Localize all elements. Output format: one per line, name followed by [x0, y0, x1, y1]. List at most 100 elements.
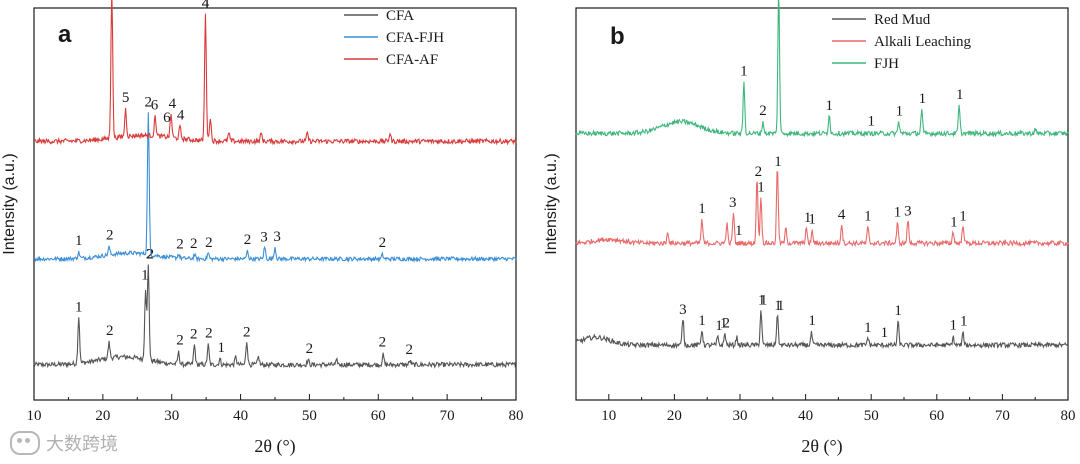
x-tick-label: 40	[798, 408, 813, 424]
peak-label: 1	[864, 208, 872, 224]
plot-frame	[575, 7, 1069, 401]
x-tick-label: 40	[233, 408, 248, 424]
peak-label: 2	[176, 333, 184, 349]
peak-label: 2	[145, 94, 153, 110]
peak-label: 1	[218, 340, 226, 356]
peak-label: 1	[950, 214, 958, 230]
plot-frame	[33, 7, 517, 401]
peak-label: 2	[147, 247, 155, 263]
peak-label: 2	[379, 235, 387, 251]
peak-label: 2	[106, 228, 114, 244]
peak-label: 2	[759, 103, 767, 119]
peak-label: 2	[205, 325, 213, 341]
peak-label: 1	[720, 315, 728, 331]
legend-label: Red Mud	[874, 12, 931, 28]
y-axis-title: Intensity (a.u.)	[1, 153, 18, 254]
x-tick-label: 70	[995, 408, 1010, 424]
x-tick-label: 30	[164, 408, 179, 424]
watermark-logo-icon	[10, 431, 40, 455]
series-line-alkali-leaching	[575, 171, 1069, 248]
x-tick-label: 80	[1061, 408, 1076, 424]
y-axis-title: Intensity (a.u.)	[543, 153, 560, 254]
peak-label: 1	[919, 91, 927, 107]
x-tick-label: 20	[667, 408, 682, 424]
x-tick-label: 10	[27, 408, 42, 424]
peak-label: 2	[106, 323, 114, 339]
peak-label: 1	[75, 233, 83, 249]
peak-label: 2	[379, 335, 387, 351]
peak-label: 3	[904, 204, 912, 220]
x-tick-label: 60	[371, 408, 386, 424]
panel-a: 10 20 30 40 50 60 70 80 2θ (°) Intensity (a.u.) a 1…	[1, 0, 524, 457]
peak-label: 2	[306, 341, 314, 357]
peak-label: 4	[838, 207, 846, 223]
peak-label: 1	[804, 210, 812, 226]
peak-label: 1	[881, 325, 889, 341]
peak-label: 2	[755, 164, 763, 180]
x-tick-label: 20	[95, 408, 110, 424]
series-line-red-mud	[575, 310, 1069, 350]
peak-label: 2	[146, 247, 154, 263]
peak-label: 4	[169, 96, 177, 112]
peak-label: 4	[177, 108, 185, 124]
legend-label: Alkali Leaching	[874, 34, 972, 50]
peak-label: 1	[825, 98, 833, 114]
peak-label: 1	[715, 318, 723, 334]
panel-letter: a	[58, 21, 72, 48]
peak-label: 4	[202, 0, 210, 12]
x-tick-label: 30	[733, 408, 748, 424]
legend-label: CFA-AF	[386, 52, 438, 68]
peak-label: 2	[205, 235, 213, 251]
legend-label: CFA	[386, 8, 414, 24]
peak-label: 1	[774, 154, 782, 170]
peak-label: 1	[774, 298, 782, 314]
peak-label: 1	[808, 212, 816, 228]
panel-letter: b	[610, 23, 625, 50]
peak-label: 1	[777, 298, 785, 314]
peak-label: 1	[758, 292, 766, 308]
peak-label: 1	[894, 303, 902, 319]
peak-label: 1	[808, 313, 816, 329]
peak-label: 1	[141, 267, 149, 283]
peak-label: 1	[867, 113, 875, 129]
legend-label: CFA-FJH	[386, 30, 444, 46]
peak-label: 4	[202, 0, 210, 12]
panel-b: 10 20 30 40 50 60 70 80 2θ (°) Intensity (a.u.) b 3…	[543, 0, 1076, 457]
peak-label: 1	[760, 292, 768, 308]
x-tick-label: 70	[440, 408, 455, 424]
peak-label: 1	[735, 223, 743, 239]
peak-label: 1	[757, 180, 765, 196]
peak-label: 1	[698, 313, 706, 329]
peak-label: 2	[722, 315, 730, 331]
peak-label: 3	[729, 195, 737, 211]
series-line-cfa	[33, 264, 517, 369]
peak-label: 3	[273, 229, 281, 245]
peak-label: 1	[740, 64, 748, 80]
peak-label: 1	[956, 87, 964, 103]
peak-label: 1	[75, 299, 83, 315]
x-tick-label: 50	[302, 408, 317, 424]
watermark: 大数跨境	[10, 430, 118, 456]
peak-label: 1	[960, 313, 968, 329]
peak-label: 6	[151, 97, 159, 113]
peak-label: 2	[244, 232, 252, 248]
x-tick-label: 50	[864, 408, 879, 424]
peak-label: 2	[190, 326, 198, 342]
peak-label: 3	[260, 229, 268, 245]
x-axis-title: 2θ (°)	[254, 436, 295, 457]
peak-label: 1	[894, 205, 902, 221]
x-tick-label: 80	[509, 408, 524, 424]
peak-label: 1	[864, 320, 872, 336]
peak-label: 2	[243, 324, 251, 340]
legend-label: FJH	[874, 56, 899, 72]
peak-label: 5	[122, 90, 130, 106]
peak-label: 1	[896, 103, 904, 119]
peak-label: 1	[698, 201, 706, 217]
series-line-fjh	[575, 0, 1069, 138]
series-line-cfa-fjh	[33, 112, 517, 263]
series-line-cfa-af	[33, 0, 517, 146]
peak-label: 6	[163, 110, 171, 126]
x-tick-label: 10	[601, 408, 616, 424]
x-axis-title: 2θ (°)	[801, 436, 842, 457]
